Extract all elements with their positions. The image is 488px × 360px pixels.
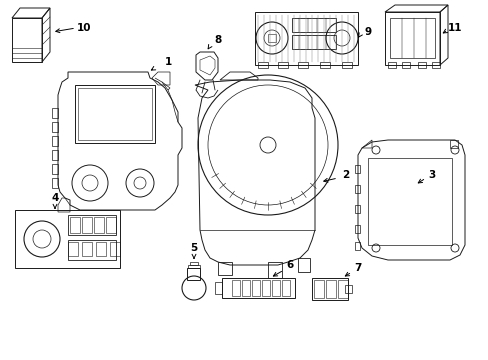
- Text: 6: 6: [286, 260, 293, 270]
- Text: 2: 2: [342, 170, 349, 180]
- Bar: [291, 18, 335, 32]
- Bar: [68, 242, 78, 256]
- Text: 11: 11: [447, 23, 461, 33]
- Bar: [78, 88, 152, 140]
- Text: 5: 5: [190, 243, 197, 253]
- Text: 7: 7: [354, 263, 361, 273]
- Bar: [68, 215, 116, 235]
- Bar: [291, 35, 335, 49]
- Bar: [75, 85, 155, 143]
- Bar: [94, 217, 104, 233]
- Bar: [82, 242, 92, 256]
- Bar: [96, 242, 106, 256]
- Text: 1: 1: [164, 57, 171, 67]
- Text: 10: 10: [77, 23, 91, 33]
- Bar: [68, 240, 116, 260]
- Text: 4: 4: [51, 193, 59, 203]
- Text: 8: 8: [214, 35, 221, 45]
- Bar: [110, 242, 120, 256]
- Bar: [70, 217, 80, 233]
- Bar: [106, 217, 116, 233]
- Text: 3: 3: [427, 170, 435, 180]
- Text: 9: 9: [364, 27, 371, 37]
- Bar: [82, 217, 92, 233]
